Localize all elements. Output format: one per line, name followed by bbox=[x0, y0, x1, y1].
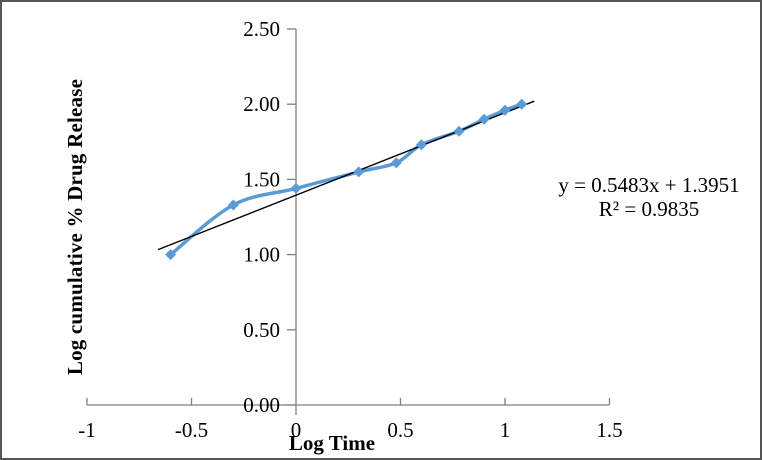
y-axis-title: Log cumulative % Drug Release bbox=[63, 78, 87, 376]
x-axis-title: Log Time bbox=[288, 431, 376, 455]
data-point-marker bbox=[499, 104, 511, 116]
data-point-marker bbox=[453, 125, 465, 137]
data-point-marker bbox=[227, 199, 239, 211]
x-tick-label: 0 bbox=[291, 418, 302, 442]
data-point-marker bbox=[516, 98, 528, 110]
x-tick-label: 1 bbox=[500, 418, 511, 442]
trendline bbox=[157, 100, 535, 251]
data-point-marker bbox=[390, 157, 402, 169]
data-point-marker bbox=[165, 249, 177, 261]
y-tick-label: 2.50 bbox=[243, 17, 280, 41]
data-point-marker bbox=[478, 113, 490, 125]
x-tick-label: 1.5 bbox=[596, 418, 622, 442]
data-point-marker bbox=[353, 166, 365, 178]
y-tick-label: 1.50 bbox=[243, 167, 280, 191]
trendline-r-squared-text: R² = 0.9835 bbox=[598, 197, 700, 221]
trendline-equation-text: y = 0.5483x + 1.3951 bbox=[558, 173, 740, 197]
x-tick-label: -1 bbox=[78, 418, 96, 442]
x-tick-label: -0.5 bbox=[175, 418, 208, 442]
trendline-annotation: y = 0.5483x + 1.3951 R² = 0.9835 bbox=[536, 173, 760, 221]
x-tick-label: 0.5 bbox=[387, 418, 413, 442]
data-point-marker bbox=[415, 139, 427, 151]
data-point-marker bbox=[290, 182, 302, 194]
series-line bbox=[168, 102, 524, 257]
y-tick-label: 0.00 bbox=[243, 393, 280, 417]
y-tick-label: 2.00 bbox=[243, 92, 280, 116]
y-tick-label: 0.50 bbox=[243, 318, 280, 342]
y-tick-label: 1.00 bbox=[243, 243, 280, 267]
